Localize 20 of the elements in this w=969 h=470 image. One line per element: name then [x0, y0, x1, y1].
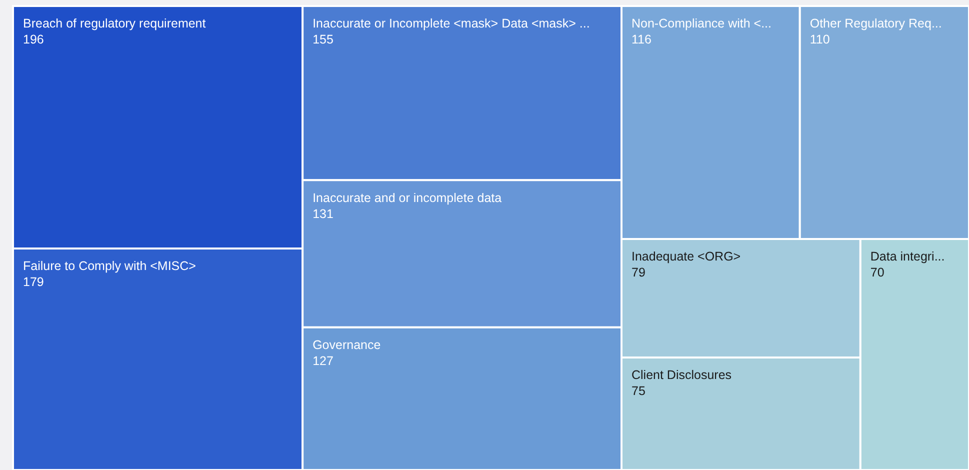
data-label: 155: [312, 32, 334, 47]
category-label: Governance: [312, 338, 381, 352]
category-label: Inaccurate or Incomplete <mask> Data <mask> ...: [312, 16, 590, 31]
category-label: Client Disclosures: [632, 368, 732, 382]
data-label: 179: [23, 275, 44, 290]
data-label: 75: [632, 384, 646, 398]
data-label: 79: [632, 266, 646, 280]
data-label: 127: [312, 354, 334, 368]
data-label: 110: [810, 32, 830, 47]
category-label: Other Regulatory Req...: [810, 16, 942, 31]
data-label: 70: [870, 266, 884, 280]
category-label: Data integri...: [870, 250, 945, 264]
data-label: 116: [632, 32, 652, 47]
data-label: 131: [312, 206, 334, 221]
category-label: Inaccurate and or incomplete data: [312, 190, 502, 205]
category-label: Non-Compliance with <...: [632, 16, 772, 31]
data-label: 196: [23, 32, 44, 47]
category-label: Breach of regulatory requirement: [23, 16, 206, 31]
category-label: Failure to Comply with <MISC>: [23, 259, 196, 274]
category-label: Inadequate <ORG>: [632, 250, 741, 264]
